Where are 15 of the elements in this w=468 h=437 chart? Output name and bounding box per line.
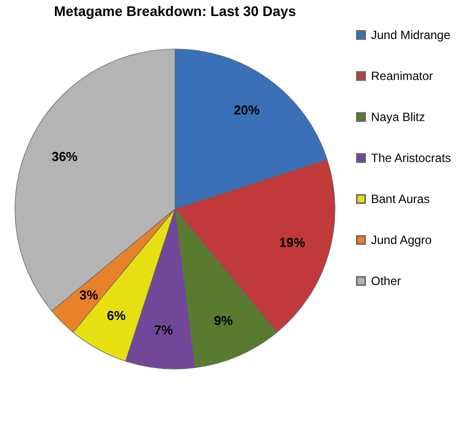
legend-label: Reanimator [371, 69, 434, 83]
data-label: 9% [214, 312, 234, 328]
legend-label: Naya Blitz [371, 110, 426, 124]
legend-label: Other [371, 274, 402, 288]
legend-label: Jund Aggro [371, 233, 432, 247]
data-label: 3% [79, 287, 99, 302]
legend-label: Jund Midrange [371, 28, 451, 42]
chart-title: Metagame Breakdown: Last 30 Days [54, 3, 296, 19]
data-label: 20% [234, 102, 260, 118]
data-label: 36% [52, 149, 78, 164]
data-label: 19% [279, 235, 306, 250]
data-label: 7% [154, 322, 174, 338]
legend-label: Bant Auras [371, 192, 430, 206]
legend-label: The Aristocrats [371, 151, 452, 165]
data-label: 6% [106, 308, 126, 323]
